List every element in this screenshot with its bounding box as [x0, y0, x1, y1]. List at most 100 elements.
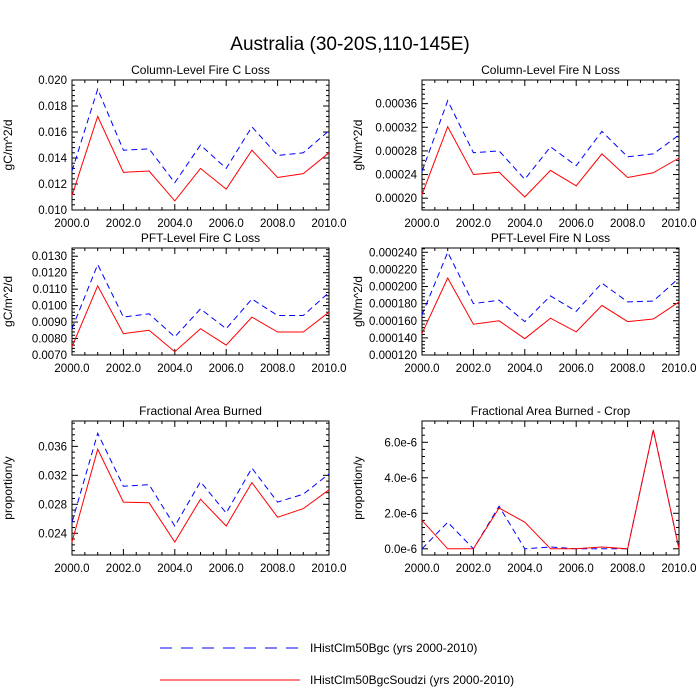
x-tick-label: 2008.0	[610, 563, 645, 575]
legend: IHistClm50Bgc (yrs 2000-2010) IHistClm50B…	[160, 641, 514, 687]
series-line	[421, 276, 680, 340]
x-tick-label: 2000.0	[404, 218, 439, 230]
legend-entry: IHistClm50Bgc (yrs 2000-2010)	[160, 641, 477, 655]
y-tick-label: 0.000140	[369, 333, 417, 345]
y-tick-label: 0.00036	[375, 99, 417, 111]
y-axis-label: proportion/y	[1, 456, 15, 519]
panel-title: PFT-Level Fire N Loss	[491, 231, 610, 245]
x-tick-label: 2006.0	[559, 563, 594, 575]
chart-panels: 2000.0 2002.0 2004.0 2006.0 2008.0 2010.0 0.01…	[1, 63, 697, 575]
x-tick-label: 2006.0	[209, 363, 244, 375]
y-tick-label: 0.036	[38, 441, 67, 453]
y-tick-label: 0.010	[38, 205, 67, 217]
y-tick-label: 0.014	[38, 153, 67, 165]
x-tick-label: 2008.0	[260, 563, 295, 575]
series-line	[71, 87, 330, 184]
x-tick-label: 2000.0	[404, 563, 439, 575]
y-tick-label: 0.0120	[32, 268, 67, 280]
y-tick-label: 0.000160	[369, 316, 417, 328]
x-tick-label: 2010.0	[311, 218, 346, 230]
x-tick-label: 2000.0	[54, 218, 89, 230]
x-tick-label: 2008.0	[260, 363, 295, 375]
x-tick-label: 2008.0	[610, 218, 645, 230]
y-tick-label: 0.016	[38, 127, 67, 139]
y-tick-label: 0.00028	[375, 146, 417, 158]
y-tick-label: 0.0110	[33, 284, 67, 296]
x-tick-label: 2010.0	[311, 563, 346, 575]
panel-title: Column-Level Fire N Loss	[481, 63, 620, 77]
series-line	[421, 125, 680, 198]
series-line	[71, 263, 330, 338]
x-tick-label: 2006.0	[209, 563, 244, 575]
x-tick-label: 2004.0	[157, 363, 192, 375]
legend-label: IHistClm50BgcSoudzi (yrs 2000-2010)	[310, 673, 514, 687]
chart-panel: 2000.0 2002.0 2004.0 2006.0 2008.0 2010.0 0.0e…	[351, 404, 697, 575]
x-tick-label: 2004.0	[507, 363, 542, 375]
y-axis-label: gC/m^2/d	[1, 276, 15, 327]
legend-label: IHistClm50Bgc (yrs 2000-2010)	[310, 641, 477, 655]
x-tick-label: 2002.0	[106, 218, 141, 230]
y-tick-label: 0.018	[38, 101, 67, 113]
y-tick-label: 0.0130	[32, 251, 67, 263]
x-tick-label: 2010.0	[661, 218, 696, 230]
chart-panel: 2000.0 2002.0 2004.0 2006.0 2008.0 2010.0 0.00…	[1, 231, 347, 375]
panel-title: PFT-Level Fire C Loss	[141, 231, 260, 245]
x-tick-label: 2000.0	[404, 363, 439, 375]
x-tick-label: 2002.0	[456, 563, 491, 575]
x-tick-label: 2002.0	[106, 563, 141, 575]
chart-panel: 2000.0 2002.0 2004.0 2006.0 2008.0 2010.0 0.00…	[351, 231, 697, 375]
y-tick-label: 6.0e-6	[384, 437, 417, 449]
y-tick-label: 0.0090	[32, 317, 67, 329]
x-tick-label: 2002.0	[106, 363, 141, 375]
x-tick-label: 2010.0	[661, 563, 696, 575]
x-tick-label: 2000.0	[54, 563, 89, 575]
panel-title: Fractional Area Burned	[139, 404, 262, 418]
y-tick-label: 0.000220	[369, 264, 417, 276]
y-axis-label: proportion/y	[351, 456, 365, 519]
x-tick-label: 2000.0	[54, 363, 89, 375]
y-axis-label: gN/m^2/d	[351, 120, 365, 171]
figure-title: Australia (30-20S,110-145E)	[230, 34, 469, 55]
y-tick-label: 4.0e-6	[384, 473, 417, 485]
plot-frame	[71, 247, 330, 356]
y-tick-label: 0.00032	[375, 122, 417, 134]
y-tick-label: 0.0e-6	[384, 544, 417, 556]
legend-entry: IHistClm50BgcSoudzi (yrs 2000-2010)	[160, 673, 514, 687]
y-tick-label: 0.0070	[32, 350, 67, 362]
chart-panel: 2000.0 2002.0 2004.0 2006.0 2008.0 2010.0 0.01…	[1, 63, 347, 230]
x-tick-label: 2002.0	[456, 218, 491, 230]
y-tick-label: 0.000120	[369, 350, 417, 362]
chart-panel: 2000.0 2002.0 2004.0 2006.0 2008.0 2010.0 0.02…	[1, 404, 347, 575]
x-tick-label: 2010.0	[661, 363, 696, 375]
x-tick-label: 2004.0	[507, 218, 542, 230]
y-tick-label: 0.0080	[32, 334, 67, 346]
series-line	[71, 284, 330, 353]
series-line	[71, 447, 330, 543]
x-tick-label: 2004.0	[157, 218, 192, 230]
y-tick-label: 0.020	[38, 75, 67, 87]
plot-frame	[71, 420, 330, 556]
x-tick-label: 2008.0	[260, 218, 295, 230]
chart-panel: 2000.0 2002.0 2004.0 2006.0 2008.0 2010.0 0.00…	[351, 63, 697, 230]
y-tick-label: 0.00020	[375, 193, 417, 205]
y-tick-label: 0.00024	[375, 170, 417, 182]
y-tick-label: 0.000180	[369, 299, 417, 311]
panel-title: Column-Level Fire C Loss	[131, 63, 270, 77]
x-tick-label: 2010.0	[311, 363, 346, 375]
series-line	[421, 251, 680, 323]
y-tick-label: 0.000240	[369, 247, 417, 259]
x-tick-label: 2002.0	[456, 363, 491, 375]
plot-frame	[421, 79, 680, 211]
y-tick-label: 0.024	[38, 528, 67, 540]
x-tick-label: 2008.0	[610, 363, 645, 375]
series-line	[421, 429, 680, 550]
y-axis-label: gN/m^2/d	[351, 276, 365, 327]
y-tick-label: 0.032	[38, 470, 67, 482]
panel-title: Fractional Area Burned - Crop	[471, 404, 631, 418]
series-line	[71, 115, 330, 202]
series-line	[421, 429, 680, 550]
y-axis-label: gC/m^2/d	[1, 120, 15, 171]
series-line	[421, 99, 680, 181]
x-tick-label: 2004.0	[157, 563, 192, 575]
